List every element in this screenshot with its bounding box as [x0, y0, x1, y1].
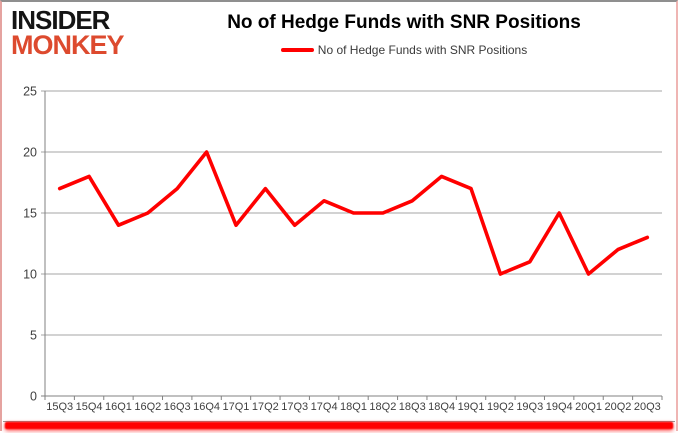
y-axis-label: 0 — [30, 390, 37, 404]
frame-bottom-line — [3, 421, 675, 422]
legend: No of Hedge Funds with SNR Positions — [152, 43, 656, 57]
gridlines — [41, 90, 662, 397]
y-axis-label: 5 — [30, 329, 37, 343]
y-axis-label: 25 — [23, 85, 37, 99]
y-axis-label: 15 — [23, 207, 37, 221]
chart-title: No of Hedge Funds with SNR Positions — [227, 12, 581, 33]
legend-label: No of Hedge Funds with SNR Positions — [317, 43, 528, 57]
x-axis-label: 17Q2 — [252, 401, 279, 413]
legend-line-swatch — [280, 48, 314, 52]
x-axis-labels: 15Q3 15Q4 16Q1 16Q2 16Q3 16Q4 17Q1 17Q2 17Q3 17Q4… — [46, 401, 661, 413]
x-axis-label: 15Q3 — [46, 401, 73, 413]
x-axis-label: 18Q4 — [428, 401, 455, 413]
x-axis-label: 19Q2 — [487, 401, 514, 413]
x-axis-label: 18Q2 — [369, 401, 396, 413]
x-axis-label: 17Q3 — [281, 401, 308, 413]
logo-word-monkey: MONKEY — [11, 29, 125, 60]
x-axis-label: 19Q4 — [546, 401, 573, 413]
y-axis-label: 20 — [23, 146, 37, 160]
x-axis-label: 16Q4 — [193, 401, 220, 413]
y-axis-label: 10 — [23, 268, 37, 282]
y-axis-labels: 0 5 10 15 20 25 — [23, 85, 37, 404]
x-axis-label: 19Q1 — [458, 401, 485, 413]
x-axis-label: 16Q2 — [134, 401, 161, 413]
x-axis-label: 20Q2 — [604, 401, 631, 413]
x-axis-label: 19Q3 — [516, 401, 543, 413]
x-axis-ticks — [44, 396, 663, 400]
title-block: No of Hedge Funds with SNR Positions No … — [152, 12, 656, 57]
x-axis-label: 18Q3 — [399, 401, 426, 413]
x-axis-label: 17Q1 — [223, 401, 250, 413]
x-axis-label: 20Q1 — [575, 401, 602, 413]
logo-word-insider: INSIDER — [11, 5, 110, 35]
red-bottom-bar — [5, 422, 673, 429]
x-axis-label: 16Q3 — [164, 401, 191, 413]
x-axis-label: 18Q1 — [340, 401, 367, 413]
x-axis-label: 20Q3 — [634, 401, 661, 413]
series-line — [57, 150, 650, 276]
insider-monkey-logo: INSIDER MONKEY — [11, 5, 125, 60]
x-axis-label: 17Q4 — [311, 401, 338, 413]
x-axis-label: 16Q1 — [105, 401, 132, 413]
x-axis-label: 15Q4 — [76, 401, 103, 413]
